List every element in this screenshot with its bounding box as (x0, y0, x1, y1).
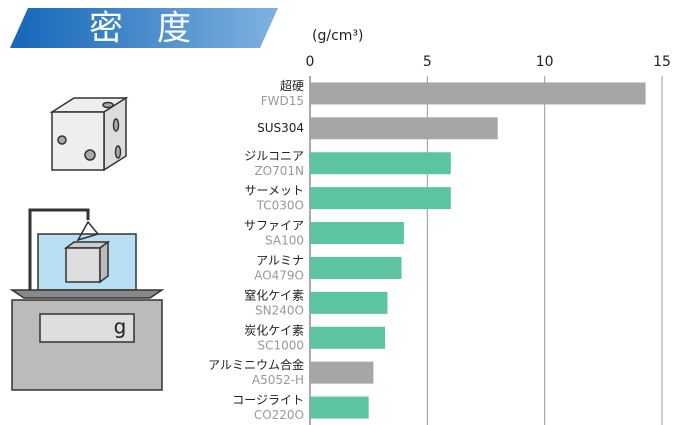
category-label: コージライト (232, 393, 304, 407)
bar (310, 117, 498, 140)
category-label: サーメット (244, 184, 304, 198)
category-label: ジルコニア (244, 149, 304, 163)
category-label: サファイア (244, 219, 304, 233)
category-code: SN240O (255, 303, 304, 317)
chart-title: 密 度 (89, 9, 191, 49)
category-label: アルミナ (256, 253, 304, 267)
category-code: A5052-H (252, 373, 304, 387)
bar (310, 222, 404, 245)
bar (310, 361, 374, 384)
category-code: AO479O (254, 268, 304, 282)
category-code: SA100 (265, 234, 304, 248)
category-label: 窒化ケイ素 (244, 287, 304, 302)
bar (310, 152, 451, 175)
scale-illustration (9, 208, 165, 391)
category-code: TC030O (256, 199, 304, 213)
category-label: 超硬 (280, 78, 304, 93)
bar (310, 326, 386, 349)
title-banner (10, 8, 278, 48)
category-label: アルミニウム合金 (208, 357, 304, 372)
category-code: FWD15 (261, 94, 304, 108)
axis-label: (g/cm³) (312, 28, 363, 44)
scale-unit: g (114, 315, 127, 339)
bar (310, 256, 402, 279)
x-tick-label: 15 (653, 54, 671, 70)
x-tick-label: 5 (423, 54, 432, 70)
bar (310, 291, 388, 314)
bar (310, 82, 646, 105)
category-code: ZO701N (254, 164, 304, 178)
category-label: SUS304 (257, 121, 304, 135)
x-tick-label: 10 (536, 54, 554, 70)
x-tick-label: 0 (306, 54, 315, 70)
category-code: CO220O (254, 408, 304, 422)
bar (310, 396, 369, 419)
category-code: SC1000 (257, 338, 304, 352)
cube-illustration (49, 96, 129, 172)
bar (310, 187, 451, 210)
category-label: 炭化ケイ素 (244, 323, 304, 337)
